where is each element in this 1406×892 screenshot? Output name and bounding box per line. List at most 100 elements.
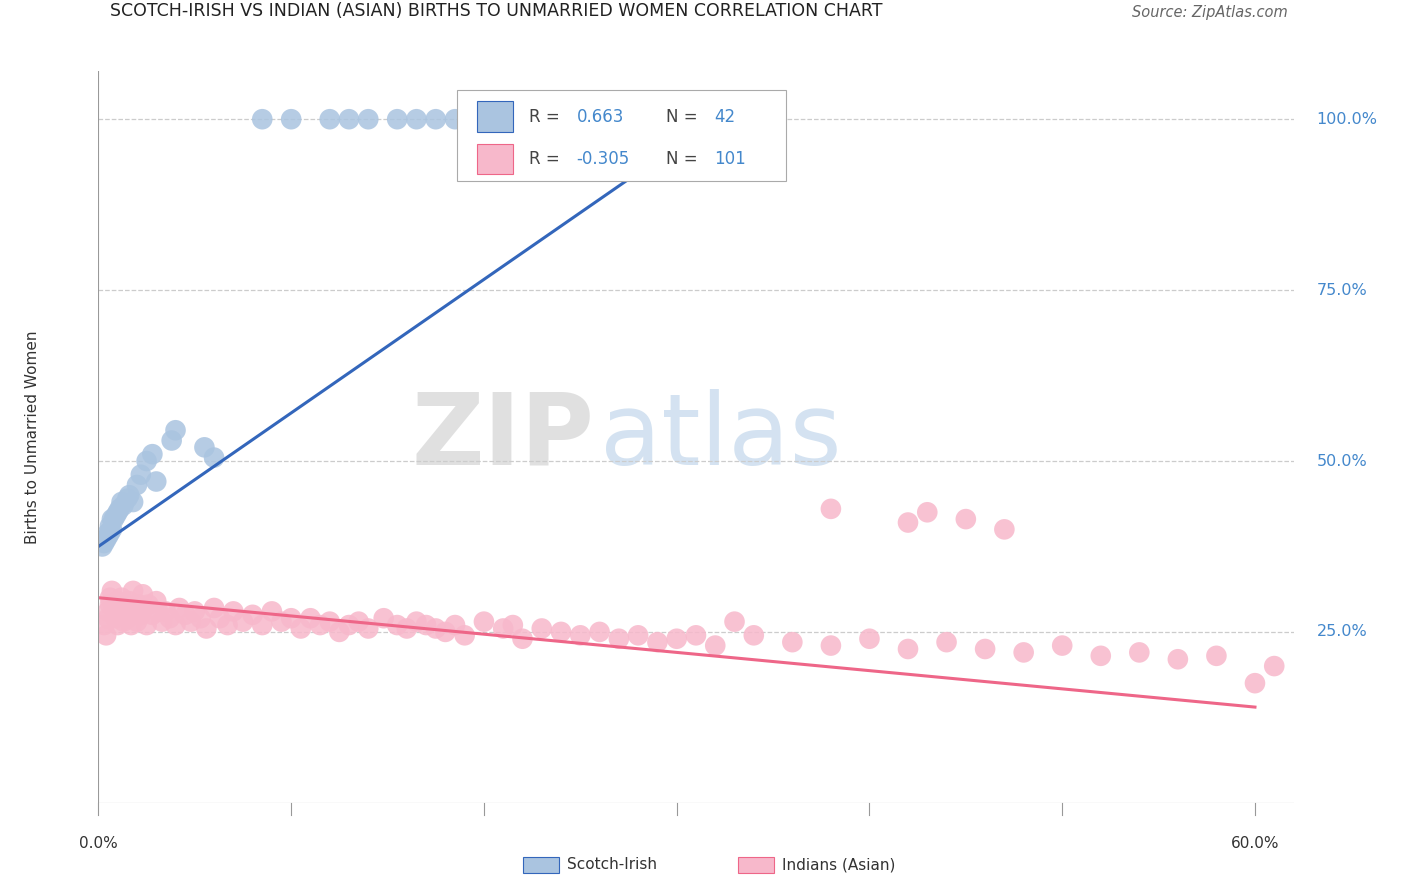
Point	[607, 112, 630, 127]
Text: 0.0%: 0.0%	[79, 836, 118, 851]
Text: Source: ZipAtlas.com: Source: ZipAtlas.com	[1132, 5, 1288, 21]
Text: ZIP: ZIP	[412, 389, 595, 485]
Point	[232, 615, 254, 629]
Point	[242, 607, 264, 622]
Point	[492, 112, 515, 127]
Point	[155, 604, 177, 618]
Point	[357, 622, 380, 636]
Point	[280, 112, 302, 127]
Point	[492, 622, 515, 636]
Point	[112, 615, 135, 629]
Point	[117, 611, 139, 625]
Point	[138, 598, 160, 612]
FancyBboxPatch shape	[477, 144, 513, 174]
Point	[463, 112, 485, 127]
Point	[108, 607, 131, 622]
Point	[110, 591, 132, 605]
Point	[1090, 648, 1112, 663]
Point	[337, 112, 360, 127]
Point	[208, 611, 231, 625]
Point	[93, 536, 115, 550]
Point	[193, 440, 215, 454]
Point	[665, 632, 688, 646]
Point	[347, 615, 370, 629]
Point	[252, 112, 274, 127]
Point	[118, 488, 141, 502]
Point	[897, 516, 920, 530]
Point	[98, 525, 121, 540]
FancyBboxPatch shape	[523, 857, 558, 873]
Point	[782, 635, 804, 649]
Text: 101: 101	[714, 150, 745, 168]
Text: SCOTCH-IRISH VS INDIAN (ASIAN) BIRTHS TO UNMARRIED WOMEN CORRELATION CHART: SCOTCH-IRISH VS INDIAN (ASIAN) BIRTHS TO…	[111, 2, 883, 21]
Point	[122, 495, 145, 509]
Point	[202, 450, 225, 465]
Point	[101, 583, 124, 598]
Point	[128, 598, 150, 612]
Point	[125, 615, 148, 629]
Point	[627, 628, 650, 642]
Point	[169, 601, 191, 615]
Point	[91, 540, 114, 554]
Point	[104, 611, 127, 625]
Point	[101, 522, 124, 536]
Point	[280, 611, 302, 625]
Point	[107, 505, 129, 519]
Text: atlas: atlas	[600, 389, 842, 485]
Point	[723, 615, 745, 629]
Text: Scotch-Irish: Scotch-Irish	[567, 857, 657, 872]
Point	[110, 495, 132, 509]
Point	[97, 525, 120, 540]
Point	[704, 639, 727, 653]
Point	[97, 611, 120, 625]
Point	[742, 628, 765, 642]
Point	[974, 642, 997, 657]
Point	[145, 475, 167, 489]
Point	[159, 611, 181, 625]
Point	[160, 434, 183, 448]
Text: -0.305: -0.305	[576, 150, 630, 168]
Point	[425, 112, 447, 127]
Point	[444, 618, 467, 632]
Text: 60.0%: 60.0%	[1230, 836, 1279, 851]
Point	[588, 624, 610, 639]
Point	[129, 607, 152, 622]
FancyBboxPatch shape	[738, 857, 773, 873]
Point	[453, 628, 475, 642]
Point	[897, 642, 920, 657]
Point	[148, 604, 170, 618]
Point	[217, 618, 239, 632]
FancyBboxPatch shape	[477, 102, 513, 132]
Point	[820, 501, 842, 516]
Point	[309, 618, 332, 632]
Text: R =: R =	[529, 108, 560, 126]
Point	[103, 601, 125, 615]
Point	[114, 604, 136, 618]
Point	[93, 618, 115, 632]
Point	[328, 624, 350, 639]
Point	[502, 618, 524, 632]
Point	[444, 112, 467, 127]
Point	[647, 635, 669, 649]
Text: Births to Unmarried Women: Births to Unmarried Women	[25, 330, 41, 544]
Point	[190, 611, 212, 625]
Text: 42: 42	[714, 108, 735, 126]
Point	[165, 423, 187, 437]
Point	[101, 512, 124, 526]
Point	[94, 533, 117, 547]
Point	[434, 624, 457, 639]
Point	[97, 529, 120, 543]
Point	[512, 632, 534, 646]
Point	[472, 615, 495, 629]
Point	[124, 604, 146, 618]
Point	[385, 618, 409, 632]
Point	[955, 512, 977, 526]
Point	[184, 604, 207, 618]
Point	[97, 604, 120, 618]
Text: R =: R =	[529, 150, 560, 168]
FancyBboxPatch shape	[457, 90, 786, 181]
Text: Indians (Asian): Indians (Asian)	[782, 857, 896, 872]
Point	[337, 618, 360, 632]
Point	[520, 112, 543, 127]
Point	[260, 604, 283, 618]
